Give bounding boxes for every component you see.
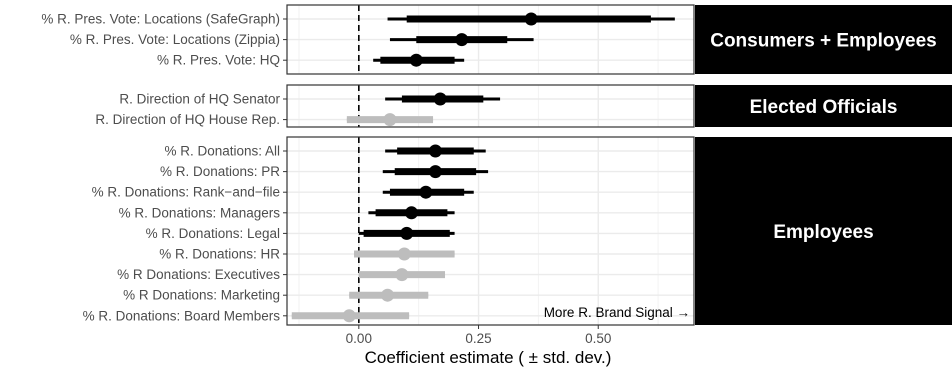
y-tick-label: % R. Donations: Managers (119, 205, 281, 220)
y-tick-label: % R. Donations: HR (159, 247, 280, 262)
panel-border (286, 136, 695, 326)
point-estimate (419, 185, 433, 199)
point-estimate (400, 226, 414, 240)
point-estimate (383, 113, 397, 127)
facet-strip (695, 5, 952, 74)
panel-border (286, 4, 695, 75)
point-estimate (381, 288, 395, 302)
point-estimate (409, 53, 423, 67)
y-tick-label: % R. Pres. Vote: Locations (Zippia) (70, 32, 280, 47)
x-axis-title: Coefficient estimate ( ± std. dev.) (365, 348, 612, 367)
x-axis: 0.00 0.25 0.50 (346, 325, 611, 346)
facet-strip (695, 85, 952, 127)
facet-strip-label: Consumers + Employees (710, 31, 937, 52)
panel-border (286, 84, 695, 128)
y-tick-label: R. Direction of HQ House Rep. (95, 112, 280, 127)
y-tick-label: R. Direction of HQ Senator (119, 92, 280, 107)
panel-2: % R. Donations: All % R. Donations: PR % R… (83, 136, 952, 326)
point-estimate (433, 92, 447, 106)
point-estimate (404, 206, 418, 220)
y-tick-label: % R Donations: Marketing (123, 288, 280, 303)
facet-strip-label: Elected Officials (750, 97, 898, 118)
panel-1: R. Direction of HQ Senator R. Direction o… (95, 84, 952, 128)
annotation-brand-signal: More R. Brand Signal → (544, 305, 690, 320)
x-tick-label: 0.25 (465, 331, 491, 346)
y-tick-label: % R. Pres. Vote: Locations (SafeGraph) (41, 12, 280, 27)
point-estimate (395, 268, 409, 282)
x-tick-label: 0.00 (346, 331, 372, 346)
point-estimate (397, 247, 411, 261)
y-tick-label: % R. Donations: Rank−and−file (92, 185, 280, 200)
y-tick-label: % R. Donations: PR (160, 164, 280, 179)
point-estimate (342, 309, 356, 323)
y-tick-label: % R. Pres. Vote: HQ (157, 53, 280, 68)
y-tick-label: % R. Donations: All (164, 144, 280, 159)
y-tick-label: % R. Donations: Board Members (83, 308, 281, 323)
plot-panels: % R. Pres. Vote: Locations (SafeGraph) % … (41, 4, 952, 326)
panel-background (287, 137, 694, 325)
point-estimate (428, 144, 442, 158)
panel-0: % R. Pres. Vote: Locations (SafeGraph) % … (41, 4, 952, 75)
y-tick-label: % R Donations: Executives (117, 267, 280, 282)
x-tick-label: 0.50 (585, 331, 611, 346)
facet-strip (695, 137, 952, 325)
point-estimate (455, 33, 469, 47)
facet-strip-label: Employees (773, 222, 873, 243)
point-estimate (428, 165, 442, 179)
y-tick-label: % R. Donations: Legal (146, 226, 280, 241)
point-estimate (524, 12, 538, 26)
